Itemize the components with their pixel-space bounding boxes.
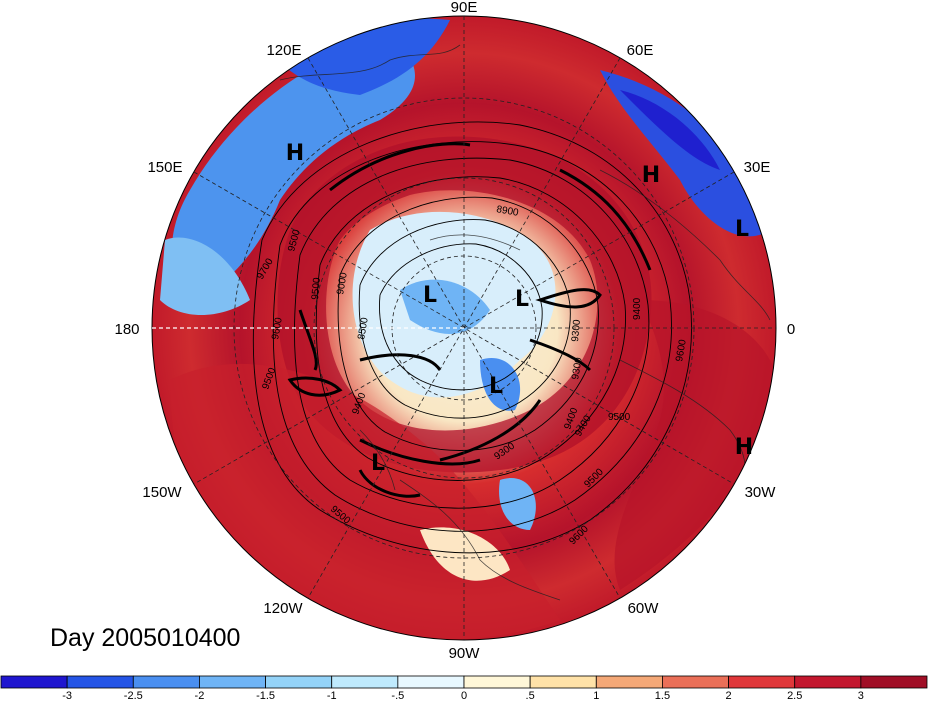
colorbar-swatch	[397, 675, 465, 689]
colorbar-swatch	[199, 675, 266, 689]
lon-label-120w: 120W	[263, 600, 303, 617]
lon-label-150w: 150W	[142, 484, 182, 501]
colorbar-tick-label: -2.5	[124, 690, 143, 702]
colorbar-swatch	[265, 675, 333, 689]
colorbar-swatch	[331, 675, 399, 689]
low-pressure-center: L	[423, 283, 437, 308]
polar-cold-spot-2	[480, 358, 521, 411]
colorbar-swatch	[132, 675, 200, 689]
colorbar-swatch	[860, 675, 928, 689]
contour-label: 9600	[674, 338, 689, 362]
warm-anomaly-atlantic	[614, 300, 776, 590]
colorbar-swatch	[728, 675, 796, 689]
lon-label-60e: 60E	[627, 42, 654, 59]
colorbar-swatch	[662, 675, 729, 689]
colorbar-tick-label: 3	[858, 690, 864, 702]
colorbar-tick-label: 2	[726, 690, 732, 702]
cold-anomaly-scandinavia	[620, 90, 720, 170]
lon-label-0: 0	[787, 321, 795, 338]
low-pressure-center: L	[371, 451, 385, 476]
colorbar-tick-label: -2	[195, 690, 205, 702]
colorbar-tick-label: 2.5	[787, 690, 802, 702]
colorbar-swatch	[66, 675, 134, 689]
longitude-labels: 90E 60E 120E 30E 150E 180 0 150W 30W 120…	[114, 0, 795, 662]
lon-label-30w: 30W	[745, 484, 777, 501]
contour-label: 9300	[570, 319, 583, 343]
colorbar-tick-label: -3	[62, 690, 72, 702]
contour-label: 9000	[335, 271, 350, 295]
lon-label-90e: 90E	[451, 0, 478, 16]
lon-label-180: 180	[114, 321, 139, 338]
low-pressure-center: L	[735, 217, 749, 242]
colorbar-tick-label: 1	[593, 690, 599, 702]
neutral-spot-caribbean	[420, 527, 510, 581]
colorbar-tick-label: 1.5	[655, 690, 670, 702]
high-pressure-center: H	[286, 141, 304, 166]
colorbar-tick-label: .5	[526, 690, 535, 702]
cool-anomaly-pacific	[160, 237, 250, 315]
date-label: Day 2005010400	[50, 624, 240, 652]
lon-label-90w: 90W	[449, 645, 481, 662]
colorbar-tick-label: -1.5	[256, 690, 275, 702]
contour-label: 9300	[570, 356, 585, 380]
high-pressure-center: H	[735, 435, 753, 460]
colorbar-tick-label: 0	[461, 690, 467, 702]
cold-anomaly-asia	[171, 35, 415, 300]
colorbar-swatch	[595, 675, 663, 689]
colorbar-swatch	[794, 675, 862, 689]
low-pressure-center: L	[489, 374, 503, 399]
contour-label: 9500	[608, 412, 631, 423]
geopotential-contours	[252, 121, 692, 554]
low-pressure-center: L	[515, 287, 529, 312]
contour-label: 9400	[632, 297, 643, 320]
polar-cold-spot-1	[400, 279, 490, 334]
contour-label: 8500	[356, 316, 371, 340]
colorbar-swatch	[529, 675, 597, 689]
warm-anomaly-ring	[277, 136, 652, 473]
colorbar-swatch	[0, 675, 68, 689]
contour-label: 9500	[310, 277, 323, 301]
colorbar-tick-label: -.5	[391, 690, 404, 702]
high-pressure-center: H	[642, 163, 660, 188]
lon-label-150e: 150E	[147, 159, 182, 176]
colorbar-tick-label: -1	[327, 690, 337, 702]
lon-label-60w: 60W	[628, 600, 660, 617]
colorbar-swatch	[463, 675, 531, 689]
contour-label: 8900	[495, 204, 519, 219]
contour-label: 9600	[270, 316, 285, 340]
lon-label-120e: 120E	[266, 42, 301, 59]
lon-label-30e: 30E	[744, 159, 771, 176]
pressure-centers: H H L L L L L H	[286, 141, 753, 476]
colorbar: -3 -2.5 -2 -1.5 -1 -.5 0 .5 1 1.5 2 2.5 3	[0, 675, 928, 702]
wind-speed-contours	[287, 142, 652, 498]
cold-spot-atlantic	[499, 478, 536, 530]
